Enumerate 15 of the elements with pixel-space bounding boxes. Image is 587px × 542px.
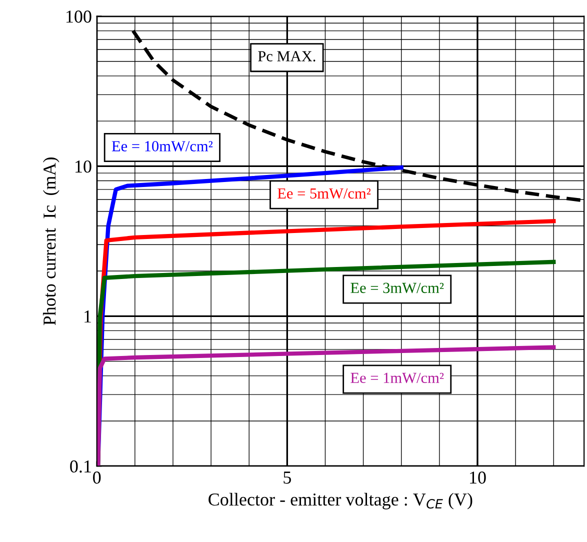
text: Pc MAX.	[258, 51, 316, 62]
y-tick-label: 10	[76, 160, 92, 173]
x-tick-label: 0	[93, 472, 101, 484]
y-axis-title: Photo current Ic (mA)	[42, 157, 60, 326]
y-tick-label: 100	[66, 10, 92, 23]
x-tick-label: 10	[470, 472, 486, 484]
series-label: Ee = 3mW/cm²	[350, 282, 444, 294]
x-tick-label: 5	[284, 472, 291, 484]
series-label: Ee = 10mW/cm²	[112, 141, 213, 152]
y-tick-label: 1	[84, 310, 91, 322]
line-series	[96, 345, 556, 466]
y-tick-label: 0.1	[70, 460, 91, 473]
series-label: Ee = 5mW/cm²	[278, 188, 371, 199]
series-label: Ee = 1mW/cm²	[350, 372, 444, 384]
x-axis-title: Collector - emitter voltage : V$_{CE}$ (V)	[208, 492, 472, 510]
